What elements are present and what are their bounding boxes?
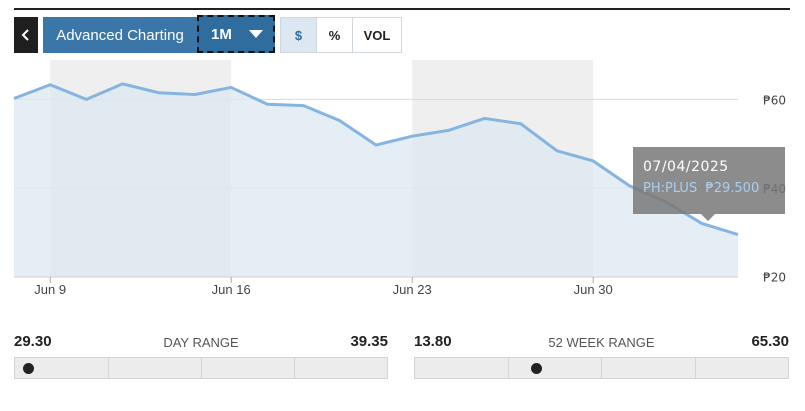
tooltip-series: PH:PLUS — [643, 181, 698, 196]
tooltip-arrow — [701, 214, 715, 221]
day-range-high: 39.35 — [350, 333, 388, 350]
top-divider — [14, 8, 790, 10]
day-range-marker — [23, 363, 34, 374]
week52-range-low: 13.80 — [414, 333, 452, 350]
day-range: 29.30 DAY RANGE 39.35 — [14, 333, 388, 381]
time-range-dropdown[interactable]: 1M — [197, 15, 275, 53]
y-tick-label-2: ₱20 — [763, 271, 786, 285]
dollar-toggle[interactable]: $ — [280, 17, 317, 53]
price-line — [13, 82, 739, 236]
week52-range-label: 52 WEEK RANGE — [548, 335, 655, 350]
back-button[interactable] — [14, 17, 38, 53]
x-tick-label-2: Jun 23 — [393, 282, 432, 297]
week52-range-bar — [414, 357, 789, 379]
chart-tooltip: 07/04/2025 PH:PLUS ₱29.500 — [633, 147, 785, 221]
day-range-bar — [14, 357, 388, 379]
caret-down-icon — [249, 30, 263, 38]
tooltip-value-line: PH:PLUS ₱29.500 — [643, 181, 775, 196]
x-tick-label-3: Jun 30 — [574, 282, 613, 297]
percent-toggle[interactable]: % — [316, 17, 353, 53]
day-range-low: 29.30 — [14, 333, 52, 350]
time-range-label: 1M — [211, 25, 232, 43]
advanced-charting-button[interactable]: Advanced Charting — [43, 17, 197, 53]
x-tick-label-1: Jun 16 — [212, 282, 251, 297]
volume-toggle[interactable]: VOL — [352, 17, 402, 53]
price-area — [14, 83, 738, 277]
x-tick-label-0: Jun 9 — [34, 282, 66, 297]
chevron-left-icon — [21, 29, 29, 41]
week52-range-high: 65.30 — [751, 333, 789, 350]
y-tick-label-0: ₱60 — [763, 93, 786, 107]
tooltip-value: ₱29.500 — [705, 181, 760, 196]
day-range-label: DAY RANGE — [163, 335, 239, 350]
tooltip-date: 07/04/2025 — [643, 159, 729, 175]
week52-range: 13.80 52 WEEK RANGE 65.30 — [414, 333, 789, 381]
week52-range-marker — [530, 363, 542, 374]
